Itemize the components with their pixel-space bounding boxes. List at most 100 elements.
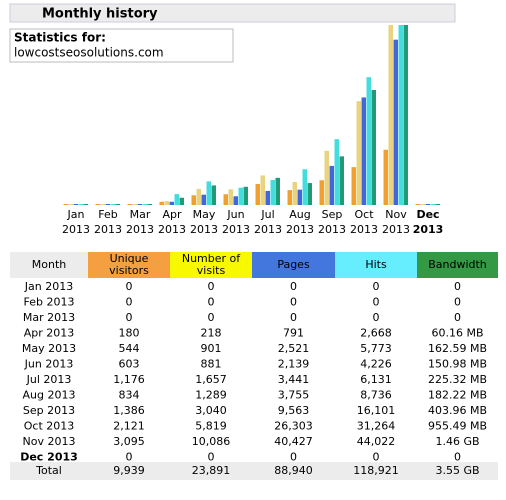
table-cell: Oct 2013 xyxy=(24,420,75,433)
year-label: 2013 xyxy=(62,223,90,236)
table-cell: 3,441 xyxy=(278,373,310,386)
total-cell: 88,940 xyxy=(274,464,313,477)
bar xyxy=(147,204,152,205)
bar xyxy=(105,204,110,205)
total-cell: 118,921 xyxy=(353,464,399,477)
column-header-bg xyxy=(417,252,498,278)
bar xyxy=(223,194,228,205)
table-cell: 834 xyxy=(119,389,140,402)
table-cell: 403.96 MB xyxy=(428,404,487,417)
year-label: 2013 xyxy=(350,223,378,236)
bar xyxy=(238,187,243,205)
table-cell: 0 xyxy=(126,311,133,324)
table-cell: 0 xyxy=(454,451,461,464)
bar xyxy=(169,201,174,205)
chart: Jan 2013 Feb 2013 Mar 2013 Apr 2013 May 2013 Jun 20… xyxy=(62,25,443,236)
table-cell: 791 xyxy=(283,327,304,340)
bar xyxy=(319,180,324,205)
table-cell: 0 xyxy=(126,280,133,293)
table-cell: 44,022 xyxy=(357,435,396,448)
bar xyxy=(95,204,100,205)
year-label: 2013 xyxy=(94,223,122,236)
column-header-bg xyxy=(10,252,88,278)
table-cell: 40,427 xyxy=(274,435,313,448)
month-label: Dec xyxy=(416,208,439,221)
table-cell: 0 xyxy=(208,451,215,464)
table-cell: 0 xyxy=(373,451,380,464)
month-label: Oct xyxy=(354,208,374,221)
table-cell: 0 xyxy=(373,311,380,324)
table-cell: 218 xyxy=(201,327,222,340)
bar xyxy=(164,201,169,205)
column-header: Bandwidth xyxy=(428,258,487,271)
bar xyxy=(127,204,132,205)
table-cell: 150.98 MB xyxy=(428,358,487,371)
bar xyxy=(255,184,260,205)
table-cell: 3,040 xyxy=(195,404,227,417)
table-cell: Jun 2013 xyxy=(24,358,74,371)
column-header: Hits xyxy=(365,258,387,271)
bar xyxy=(371,89,376,205)
table-cell: Apr 2013 xyxy=(24,327,75,340)
bar xyxy=(361,97,366,205)
bar xyxy=(83,204,88,205)
bar xyxy=(435,204,440,205)
bar xyxy=(196,188,201,205)
stats-site: lowcostseosolutions.com xyxy=(14,46,164,60)
bar xyxy=(179,197,184,205)
table-cell: 0 xyxy=(208,311,215,324)
table-cell: 2,521 xyxy=(278,342,310,355)
table-cell: Jan 2013 xyxy=(24,280,73,293)
table-cell: 544 xyxy=(119,342,140,355)
column-header: Pages xyxy=(277,258,310,271)
total-cell: 23,891 xyxy=(192,464,231,477)
bar xyxy=(265,190,270,205)
table-cell: Sep 2013 xyxy=(23,404,75,417)
table-cell: 0 xyxy=(454,280,461,293)
stats-label: Statistics for: xyxy=(14,31,106,45)
bar xyxy=(339,156,344,205)
month-label: Nov xyxy=(385,208,407,221)
bar xyxy=(63,204,68,205)
bar xyxy=(270,179,275,205)
month-label: Feb xyxy=(98,208,117,221)
month-label: Jun xyxy=(226,208,244,221)
table-cell: Dec 2013 xyxy=(20,451,78,464)
table-cell: 16,101 xyxy=(357,404,396,417)
bar xyxy=(287,190,292,205)
table-cell: 0 xyxy=(290,296,297,309)
table-cell: 10,086 xyxy=(192,435,231,448)
column-header-bg xyxy=(170,252,252,278)
year-label: 2013 xyxy=(190,223,218,236)
table: Month Unique visitors Number of visits Pages H… xyxy=(10,252,498,480)
table-cell: 2,121 xyxy=(113,420,145,433)
bar xyxy=(415,204,420,205)
table-cell: 0 xyxy=(454,311,461,324)
table-cell: 5,773 xyxy=(360,342,392,355)
table-cell: 2,668 xyxy=(360,327,392,340)
bar xyxy=(233,196,238,205)
bar xyxy=(68,204,73,205)
column-header: Unique visitors xyxy=(109,252,149,277)
bar xyxy=(100,204,105,205)
bar xyxy=(142,204,147,205)
month-label: Sep xyxy=(322,208,343,221)
month-label: Aug xyxy=(289,208,310,221)
total-cell: Total xyxy=(35,464,62,477)
table-cell: 603 xyxy=(119,358,140,371)
bar xyxy=(302,169,307,205)
bar xyxy=(324,150,329,205)
total-row-bg xyxy=(10,462,498,480)
table-cell: 31,264 xyxy=(357,420,396,433)
table-cell: 3,755 xyxy=(278,389,310,402)
bar xyxy=(201,194,206,205)
month-label: May xyxy=(193,208,216,221)
table-cell: 0 xyxy=(126,451,133,464)
column-header: Number of visits xyxy=(182,252,241,277)
bar xyxy=(78,204,83,205)
total-cell: 9,939 xyxy=(113,464,145,477)
bar xyxy=(260,175,265,205)
bar xyxy=(366,77,371,205)
bar xyxy=(228,189,233,205)
table-cell: 2,139 xyxy=(278,358,310,371)
